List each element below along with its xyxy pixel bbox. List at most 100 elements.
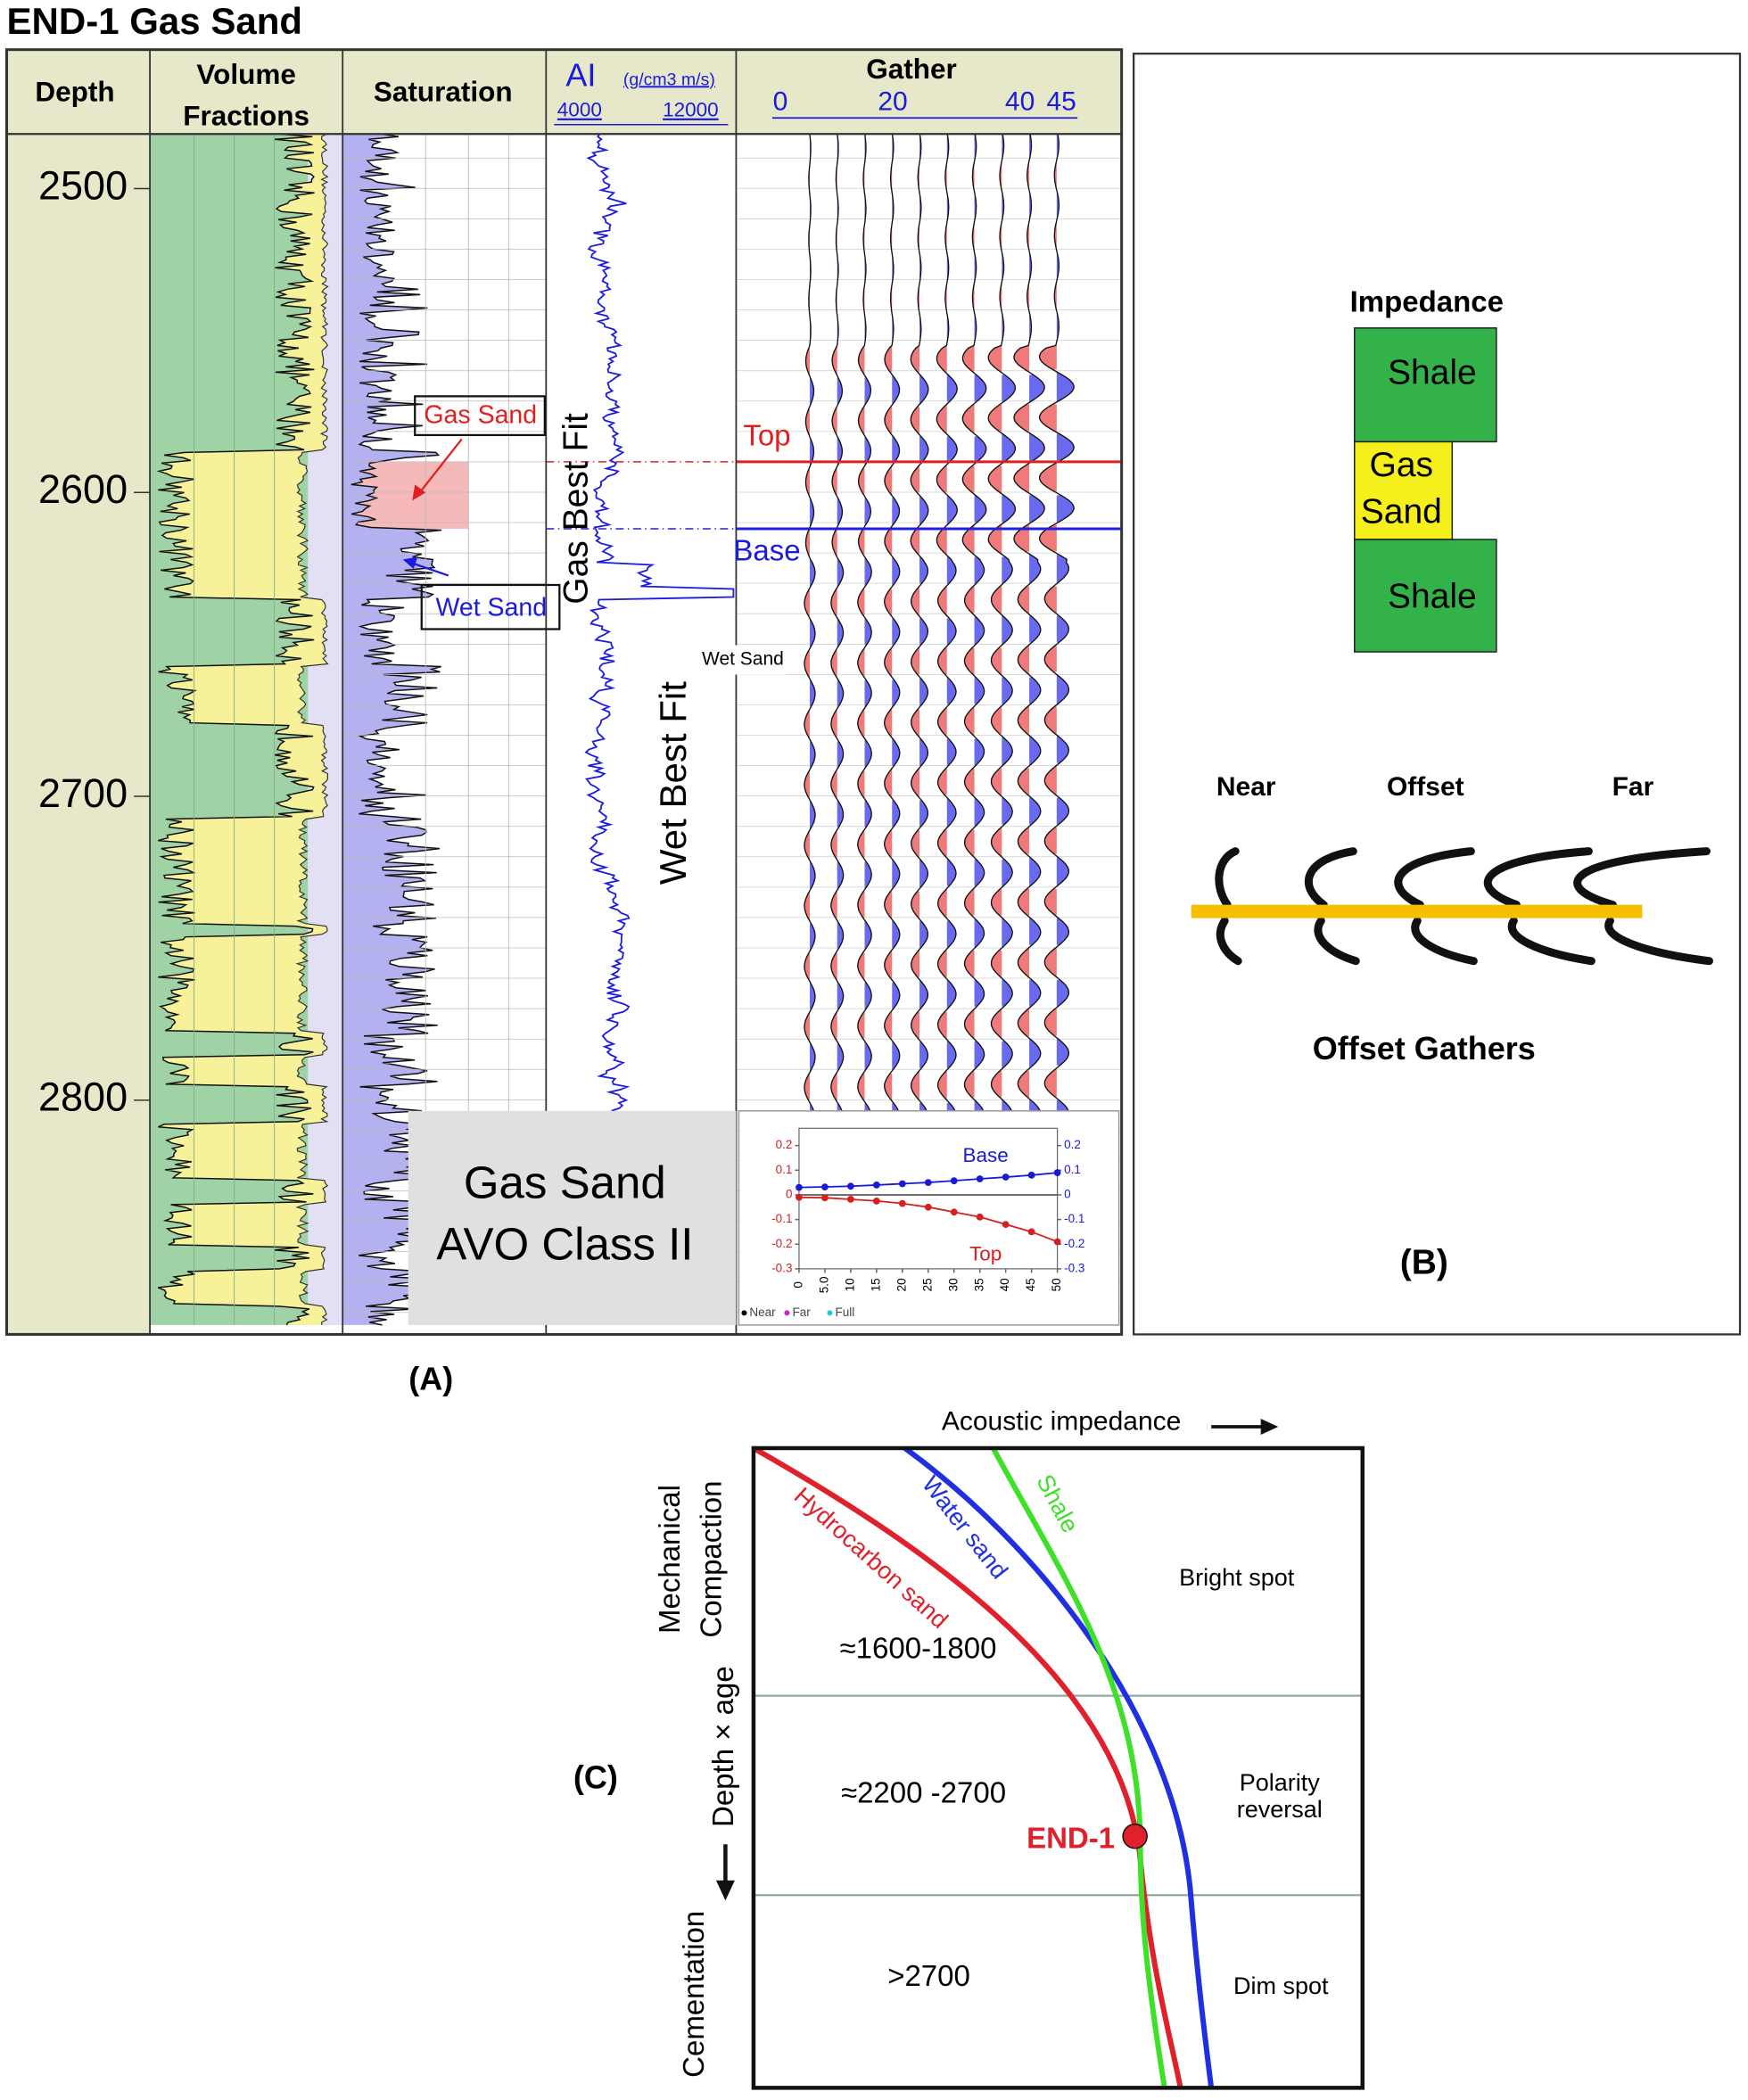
avo-point	[898, 1199, 906, 1207]
trace-lobe	[1044, 947, 1057, 977]
x-tick-label: 20	[895, 1278, 908, 1291]
annotation-arrow	[408, 561, 449, 577]
avo-point	[821, 1183, 829, 1190]
layer-label: Shale	[1388, 577, 1477, 615]
trace-lobe	[988, 524, 1002, 555]
trace-lobe	[837, 436, 843, 466]
annotation: Base	[733, 534, 800, 567]
trace-lobe	[974, 615, 985, 646]
header-band	[6, 49, 1122, 135]
trace-lobe	[1018, 827, 1030, 854]
avo-box	[408, 1110, 737, 1325]
annotation-box	[420, 583, 561, 630]
avo-text: Gas Sand	[464, 1157, 666, 1207]
avo-point	[846, 1182, 854, 1190]
depth-column	[6, 134, 151, 1335]
trace-lobe	[1027, 161, 1030, 191]
trace-lobe	[1029, 375, 1045, 402]
annotation-box	[414, 395, 546, 437]
y-tick-label: 0.1	[776, 1163, 793, 1176]
gas-block	[1354, 441, 1454, 540]
trace	[884, 134, 901, 1112]
trace-lobe	[809, 800, 815, 830]
trace-lobe	[1029, 1099, 1041, 1111]
legend-dot	[741, 1310, 747, 1316]
trace-lobe	[1013, 463, 1030, 493]
trace-lobe	[804, 709, 810, 739]
trace-lobe	[964, 1009, 975, 1039]
shale-curve	[990, 1446, 1167, 2088]
gather-wiggle	[1314, 917, 1360, 966]
water-curve	[903, 1445, 1215, 2088]
trace-lobe	[946, 1102, 955, 1111]
trace-lobe	[991, 1009, 1002, 1039]
annotation: Wet Sand	[435, 594, 547, 622]
trace-lobe	[919, 375, 928, 405]
depth-tick-label: 2700	[38, 770, 128, 816]
trace	[1038, 134, 1075, 1112]
zone-label: Polarity	[1240, 1769, 1321, 1796]
trace-lobe	[1002, 433, 1016, 464]
arrow-head	[1260, 1418, 1279, 1435]
gather-wiggle	[1483, 847, 1593, 910]
trace-lobe	[805, 407, 810, 437]
panel-label: (C)	[573, 1759, 618, 1796]
y-tick-label: -0.2	[771, 1237, 792, 1250]
trace-lobe	[884, 950, 893, 980]
trace	[936, 134, 958, 1112]
panel-b: Impedance Shale Gas Sand Shale Near Offset Far O…	[1133, 53, 1742, 1336]
legend-label: Far	[792, 1305, 811, 1319]
trace-lobe	[890, 225, 893, 252]
trace-lobe	[1029, 736, 1041, 766]
avo-point	[796, 1193, 803, 1201]
trace-lobe	[1044, 765, 1057, 795]
gather-wiggle	[1507, 917, 1595, 966]
trace-lobe	[864, 738, 872, 769]
trace-lobe	[919, 254, 921, 282]
x-tick-label: 45	[1024, 1278, 1037, 1291]
avo-point	[821, 1194, 829, 1202]
trace-lobe	[892, 556, 900, 587]
trace-lobe	[946, 193, 949, 223]
avo-point	[950, 1208, 958, 1216]
trace-lobe	[892, 316, 894, 343]
trace	[987, 134, 1017, 1112]
avo-point	[1027, 1171, 1035, 1179]
trace-lobe	[837, 618, 844, 648]
x-tick-label: 40	[998, 1278, 1011, 1291]
header: (g/cm3 m/s)	[623, 70, 715, 89]
trace-lobe	[832, 527, 837, 557]
trace-lobe	[919, 859, 928, 889]
gather-wiggle	[1305, 847, 1357, 910]
trace-lobe	[937, 586, 947, 616]
well-marker	[1122, 1823, 1148, 1849]
impedance-title: Impedance	[1350, 285, 1504, 318]
trace-lobe	[864, 1041, 872, 1071]
trace-lobe	[892, 254, 894, 284]
trace-lobe	[1013, 342, 1030, 373]
trace-lobe	[837, 920, 844, 951]
trace-lobe	[911, 586, 920, 616]
trace-lobe	[919, 677, 928, 707]
trace-lobe	[1039, 463, 1057, 493]
gather-wiggle	[1215, 847, 1240, 910]
avo-text: AVO Class II	[436, 1218, 693, 1269]
annotation: Wet Sand	[702, 649, 784, 670]
panel-a: END-1 Gas Sand Depth Volume Fractions Satura…	[5, 0, 1124, 1396]
trace-lobe	[1056, 190, 1060, 220]
trace-lobe	[918, 284, 920, 314]
side-label: Cementation	[677, 1911, 710, 2078]
depth-tick-label: 2500	[38, 162, 128, 208]
series-label: Top	[969, 1242, 1002, 1264]
header: 4000	[557, 99, 602, 121]
depth-label: ≈2200 -2700	[841, 1775, 1006, 1808]
trace-lobe	[918, 163, 920, 191]
trace-lobe	[885, 465, 893, 496]
panel-label: (B)	[1400, 1244, 1448, 1282]
avo-point	[924, 1203, 932, 1211]
avo-point	[898, 1180, 906, 1188]
trace-lobe	[946, 979, 956, 1009]
panel-frame	[1133, 53, 1742, 1336]
avo-point	[950, 1177, 958, 1185]
trace-lobe	[919, 979, 928, 1009]
